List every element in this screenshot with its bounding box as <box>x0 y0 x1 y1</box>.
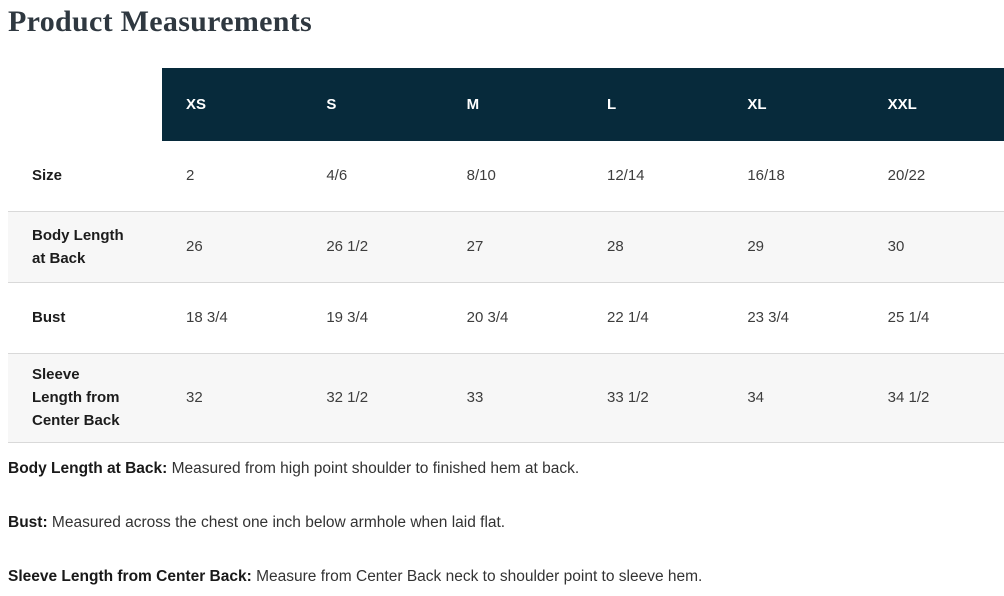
note-definition: Measured across the chest one inch below… <box>51 513 506 531</box>
cell-bust-l: 22 1/4 <box>606 309 649 326</box>
table-row-body-length: Body Length at Back 26 26 1/2 27 28 29 3… <box>8 211 1004 282</box>
note-definition: Measured from high point shoulder to fin… <box>171 459 580 477</box>
cell-body-length-l: 28 <box>606 238 624 255</box>
row-label-body-length: Body Length at Back <box>32 226 124 267</box>
table-row-size: Size 2 4/6 8/10 12/14 16/18 20/22 <box>8 141 1004 211</box>
empty-corner-cell <box>8 68 162 141</box>
size-header-row: XS S M L XL XXL <box>8 68 1004 141</box>
table-row-sleeve-length: Sleeve Length from Center Back 32 32 1/2… <box>8 353 1004 442</box>
cell-sleeve-length-xxl: 34 1/2 <box>887 389 930 406</box>
cell-body-length-xxl: 30 <box>887 238 905 255</box>
cell-size-m: 8/10 <box>466 167 496 185</box>
cell-size-xl: 16/18 <box>747 167 785 185</box>
measurement-notes: Body Length at Back: Measured from high … <box>8 458 1004 588</box>
note-definition: Measure from Center Back neck to shoulde… <box>256 567 703 585</box>
note-term: Bust: <box>8 513 48 531</box>
cell-size-xxl: 20/22 <box>887 167 926 185</box>
cell-size-xs: 2 <box>186 167 195 185</box>
note-term: Body Length at Back: <box>8 459 168 477</box>
row-label-bust: Bust <box>32 309 66 326</box>
cell-size-s: 4/6 <box>326 167 348 185</box>
measurements-table: XS S M L XL XXL Size 2 4/6 8/10 12/14 16… <box>8 68 1004 443</box>
cell-size-l: 12/14 <box>606 167 645 185</box>
cell-body-length-xs: 26 <box>186 238 203 255</box>
cell-bust-m: 20 3/4 <box>466 309 509 326</box>
size-header-l: L <box>582 68 724 141</box>
cell-sleeve-length-s: 32 1/2 <box>326 389 369 406</box>
table-row-bust: Bust 18 3/4 19 3/4 20 3/4 22 1/4 23 3/4 … <box>8 282 1004 353</box>
size-header-xs: XS <box>162 68 303 141</box>
size-header-m: M <box>442 68 583 141</box>
size-header-s: S <box>302 68 443 141</box>
note-term: Sleeve Length from Center Back: <box>8 567 252 585</box>
size-header-xxl: XXL <box>863 68 1004 141</box>
cell-sleeve-length-xl: 34 <box>747 389 764 406</box>
cell-bust-xl: 23 3/4 <box>747 309 790 326</box>
cell-body-length-s: 26 1/2 <box>326 238 369 255</box>
note-bust: Bust: Measured across the chest one inch… <box>8 512 1004 534</box>
row-label-sleeve-length: Sleeve Length from Center Back <box>32 366 120 429</box>
page-title: Product Measurements <box>8 5 313 38</box>
cell-body-length-m: 27 <box>466 238 484 255</box>
cell-sleeve-length-m: 33 <box>466 389 484 406</box>
note-sleeve-length: Sleeve Length from Center Back: Measure … <box>8 566 1004 588</box>
cell-bust-xxl: 25 1/4 <box>887 309 930 326</box>
cell-bust-s: 19 3/4 <box>326 309 369 326</box>
cell-sleeve-length-l: 33 1/2 <box>606 389 649 406</box>
size-header-xl: XL <box>723 68 864 141</box>
row-label-size: Size <box>32 167 63 185</box>
note-body-length: Body Length at Back: Measured from high … <box>8 458 1004 480</box>
cell-body-length-xl: 29 <box>747 238 764 255</box>
cell-sleeve-length-xs: 32 <box>186 389 203 406</box>
cell-bust-xs: 18 3/4 <box>186 309 228 326</box>
